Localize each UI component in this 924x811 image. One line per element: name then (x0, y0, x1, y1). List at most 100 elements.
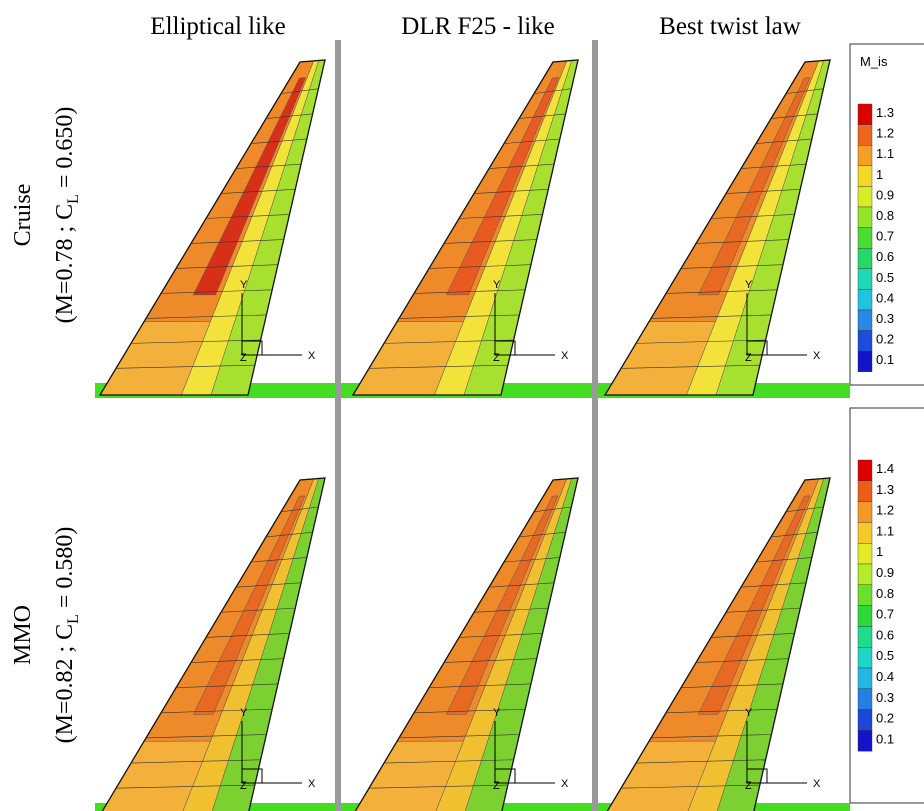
axis-label: Z (745, 352, 752, 364)
streamline (533, 88, 571, 94)
axis-label: X (813, 350, 821, 362)
streamline (250, 557, 307, 563)
legend-swatch (857, 103, 873, 125)
legend-swatch (857, 227, 873, 249)
legend-label: 0.7 (876, 607, 894, 622)
axis-box (494, 340, 516, 356)
streamline (725, 607, 800, 613)
streamline (635, 339, 765, 344)
streamline (190, 658, 284, 663)
streamline (235, 163, 301, 169)
streamline (428, 264, 531, 269)
row-condition: (M=0.82 ; CL = 0.580) (52, 527, 82, 744)
legend-swatch (857, 144, 873, 166)
axis-label: X (813, 778, 821, 790)
contour-panel: Y X Z (598, 477, 850, 811)
condition-subscript: L (65, 194, 82, 204)
streamline (145, 314, 266, 319)
streamline (443, 658, 537, 663)
legend-label: 1.3 (876, 482, 894, 497)
streamline (413, 708, 525, 714)
streamline (160, 708, 272, 714)
streamline (680, 264, 783, 269)
legend-label: 0.7 (876, 229, 894, 244)
axis-label: Y (240, 707, 248, 719)
axis-label: Z (240, 352, 247, 364)
streamline (443, 239, 537, 244)
streamline (665, 708, 777, 714)
streamline (488, 582, 554, 588)
streamline (755, 557, 812, 563)
axis-label: Z (493, 352, 500, 364)
streamline (160, 289, 272, 294)
streamline (413, 289, 525, 294)
streamline (398, 734, 519, 739)
axis-box (746, 340, 768, 356)
axis-label: Z (493, 780, 500, 792)
axis-label: X (308, 778, 316, 790)
legend-label: 0.6 (876, 627, 894, 642)
legend-swatch (857, 522, 873, 544)
contour-panel: Y X Z (95, 477, 335, 811)
legend-label: 1.1 (876, 146, 894, 161)
contour-band (697, 77, 811, 296)
axis-label: Y (240, 279, 248, 291)
wing-outline (354, 477, 579, 811)
axis-label: Y (493, 279, 501, 291)
axis-label: X (561, 350, 569, 362)
row-name: MMO (10, 605, 36, 665)
legend-label: 1.4 (876, 461, 894, 476)
legend-swatch (857, 647, 873, 669)
legend-label: 0.9 (876, 187, 894, 202)
axis-label: Z (240, 780, 247, 792)
streamline (620, 784, 760, 789)
legend-label: 0.4 (876, 290, 894, 305)
streamline (503, 138, 560, 144)
legend-swatch (857, 309, 873, 331)
legend-label: 1 (876, 167, 883, 182)
legend-swatch (857, 351, 873, 373)
streamline (205, 633, 289, 638)
legend-label: 1.2 (876, 503, 894, 518)
legend-label: 0.4 (876, 669, 894, 684)
streamline (695, 658, 789, 663)
legend-swatch (857, 330, 873, 352)
legend-label: 0.3 (876, 311, 894, 326)
streamline (398, 314, 519, 319)
wing-outline (606, 477, 831, 811)
axis-label: Y (745, 707, 753, 719)
streamline (235, 582, 301, 588)
contour-band (445, 77, 559, 296)
contour-panel: Y X Z (341, 59, 592, 398)
contour-panel: Y X Z (341, 477, 592, 811)
legend-swatch (857, 124, 873, 146)
legend-swatch (857, 563, 873, 585)
streamline (665, 289, 777, 294)
legend-swatch (857, 247, 873, 269)
axis-label: Z (745, 780, 752, 792)
legend-label: 0.1 (876, 352, 894, 367)
streamline (740, 582, 806, 588)
legend-label: 0.3 (876, 690, 894, 705)
wing-outline (351, 59, 579, 396)
legend-label: 0.5 (876, 648, 894, 663)
streamline (458, 633, 542, 638)
legend-label: 1.3 (876, 105, 894, 120)
contour-band (192, 77, 306, 296)
legend-swatch (857, 709, 873, 731)
legend-label: 0.5 (876, 270, 894, 285)
streamline (458, 214, 542, 219)
streamline (473, 189, 548, 194)
streamline (115, 364, 255, 369)
legend-swatch (857, 459, 873, 481)
contour-band (192, 495, 306, 715)
streamline (265, 531, 312, 538)
legend-swatch (857, 584, 873, 606)
legend-swatch (857, 667, 873, 689)
legend-swatch (857, 730, 873, 752)
streamline (503, 557, 560, 563)
streamline (680, 683, 783, 688)
streamline (533, 506, 571, 513)
contour-band (697, 495, 811, 715)
